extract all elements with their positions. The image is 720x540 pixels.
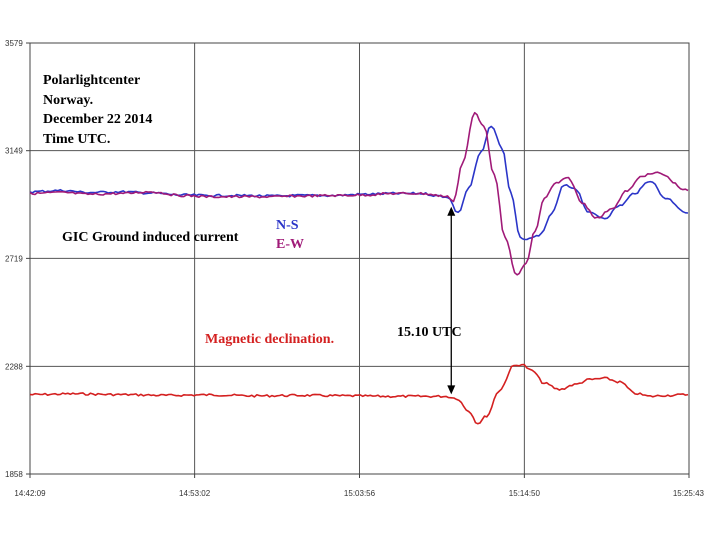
y-axis-ticks: 3579 3149 2719 2288 1858 — [5, 39, 30, 479]
x-tick-label: 15:25:43 — [673, 489, 705, 498]
y-tick-label: 2288 — [5, 362, 23, 371]
legend-ns: N-S — [276, 218, 299, 233]
event-time-label: 15.10 UTC — [397, 325, 462, 340]
legend-ew: E-W — [276, 237, 304, 252]
x-tick-label: 14:53:02 — [179, 489, 211, 498]
x-tick-label: 15:14:50 — [509, 489, 541, 498]
gic-label: GIC Ground induced current — [62, 230, 239, 245]
event-arrow — [447, 206, 456, 395]
y-tick-label: 2719 — [5, 254, 23, 263]
x-tick-label: 15:03:56 — [344, 489, 376, 498]
title-line-1: Polarlightcenter — [43, 73, 140, 88]
magnetic-declination-label: Magnetic declination. — [205, 332, 334, 347]
title-line-4: Time UTC. — [43, 132, 110, 147]
series-line-e-w — [29, 111, 689, 276]
y-tick-label: 3579 — [5, 39, 23, 48]
event-arrow-head-down — [447, 385, 456, 395]
chart-grid — [29, 42, 690, 475]
x-tick-label: 14:42:09 — [14, 489, 46, 498]
series-lines — [29, 111, 689, 425]
y-tick-label: 3149 — [5, 147, 23, 156]
x-axis-ticks: 14:42:09 14:53:02 15:03:56 15:14:50 15:25:43 — [14, 474, 705, 498]
title-line-2: Norway. — [43, 93, 93, 108]
y-tick-label: 1858 — [5, 470, 23, 479]
event-arrow-head-up — [447, 206, 456, 216]
title-line-3: December 22 2014 — [43, 112, 152, 127]
series-line-magnetic-declination — [29, 363, 689, 425]
